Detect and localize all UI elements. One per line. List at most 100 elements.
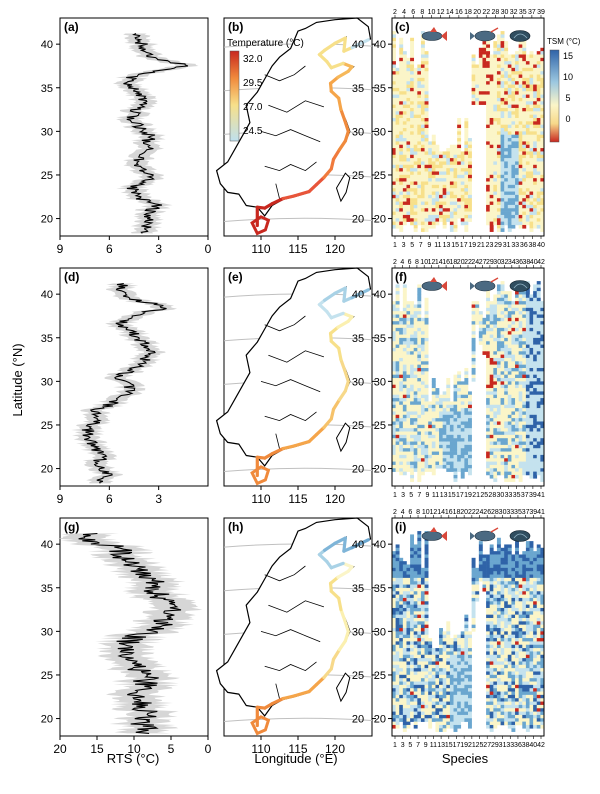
tsm-cell [432, 658, 436, 662]
tsm-cell [421, 41, 425, 45]
tsm-cell [454, 668, 458, 672]
tsm-cell [410, 175, 414, 179]
heatmap-y-tick-label: 25 [374, 420, 386, 432]
tsm-cell [468, 651, 472, 655]
tsm-cell [425, 222, 429, 226]
heatmap-bottom-tick-label: 31 [503, 242, 511, 249]
tsm-cell [399, 458, 403, 462]
tsm-cell [421, 111, 425, 115]
tsm-cell [399, 91, 403, 95]
tsm-cell [417, 625, 421, 629]
tsm-cell [511, 175, 515, 179]
tsm-cell [396, 428, 400, 432]
tsm-cell [472, 615, 476, 619]
tsm-cell [533, 288, 537, 292]
tsm-cell [410, 304, 414, 308]
tsm-cell [486, 575, 490, 579]
tsm-cell [432, 432, 436, 436]
tsm-cell [417, 358, 421, 362]
tsm-cell [443, 698, 447, 702]
tsm-cell [464, 401, 468, 405]
tsm-cell [428, 215, 432, 219]
tsm-cell [425, 335, 429, 339]
tsm-cell [417, 611, 421, 615]
tsm-cell [515, 421, 519, 425]
heatmap-bottom-tick-label: 23 [486, 242, 494, 249]
tsm-cell [421, 692, 425, 696]
tsm-cell [417, 378, 421, 382]
tsm-legend-tick: 10 [563, 72, 573, 82]
tsm-cell [533, 418, 537, 422]
tsm-cell [421, 605, 425, 609]
tsm-cell [417, 475, 421, 479]
tsm-cell [439, 655, 443, 659]
tsm-cell [417, 435, 421, 439]
tsm-cell [537, 215, 541, 219]
tsm-cell [410, 635, 414, 639]
tsm-cell [497, 398, 501, 402]
tsm-cell [428, 158, 432, 162]
tsm-cell [410, 98, 414, 102]
tsm-cell [493, 378, 497, 382]
tsm-cell [515, 405, 519, 409]
tsm-cell [425, 205, 429, 209]
tsm-cell [511, 61, 515, 65]
tsm-cell [533, 425, 537, 429]
tsm-cell [425, 411, 429, 415]
tsm-cell [410, 621, 414, 625]
tsm-cell [537, 178, 541, 182]
tsm-cell [533, 455, 537, 459]
tsm-cell [479, 75, 483, 79]
tsm-cell [406, 565, 410, 569]
tsm-cell [417, 544, 421, 548]
tsm-cell [493, 452, 497, 456]
tsm-cell [439, 411, 443, 415]
tsm-cell [464, 161, 468, 165]
tsm-cell [486, 408, 490, 412]
tsm-cell [522, 61, 526, 65]
tsm-cell [428, 425, 432, 429]
tsm-cell [414, 68, 418, 72]
tsm-cell [472, 568, 476, 572]
tsm-cell [457, 118, 461, 122]
tsm-cell [439, 218, 443, 222]
tsm-cell [450, 182, 454, 186]
tsm-cell [530, 171, 534, 175]
tsm-cell [399, 615, 403, 619]
map-y-tick-label: 20 [352, 714, 364, 726]
tsm-cell [468, 645, 472, 649]
tsm-cell [421, 328, 425, 332]
tsm-cell [396, 108, 400, 112]
tsm-cell [410, 131, 414, 135]
tsm-cell [406, 335, 410, 339]
tsm-cell [399, 331, 403, 335]
tsm-cell [522, 44, 526, 48]
tsm-cell [501, 68, 505, 72]
tsm-cell [464, 428, 468, 432]
tsm-cell [515, 472, 519, 476]
tsm-cell [399, 95, 403, 99]
tsm-cell [443, 462, 447, 466]
tsm-cell [399, 655, 403, 659]
tsm-cell [530, 111, 534, 115]
tsm-cell [399, 44, 403, 48]
tsm-cell [501, 315, 505, 319]
tsm-cell [457, 658, 461, 662]
tsm-cell [479, 578, 483, 582]
tsm-cell [406, 678, 410, 682]
tsm-cell [486, 212, 490, 216]
tsm-cell [399, 452, 403, 456]
tsm-cell [421, 391, 425, 395]
tsm-cell [479, 65, 483, 69]
tsm-cell [522, 331, 526, 335]
tsm-cell [399, 335, 403, 339]
tsm-cell [464, 668, 468, 672]
tsm-cell [439, 418, 443, 422]
tsm-cell [450, 195, 454, 199]
tsm-cell [406, 391, 410, 395]
tsm-cell [511, 345, 515, 349]
tsm-cell [406, 145, 410, 149]
tsm-cell [511, 395, 515, 399]
tsm-cell [504, 101, 508, 105]
tsm-cell [392, 458, 396, 462]
